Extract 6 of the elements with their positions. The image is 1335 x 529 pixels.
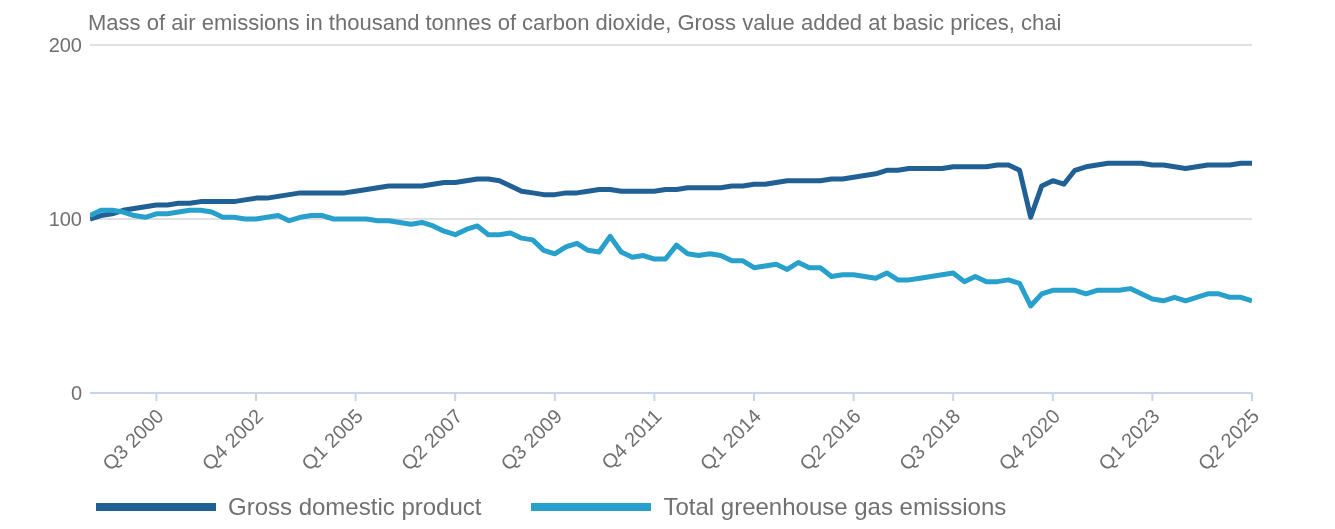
y-tick-label: 200 [48,34,82,57]
y-tick-label: 0 [70,382,82,405]
y-tick-label: 100 [48,208,82,231]
chart-title: Mass of air emissions in thousand tonnes of carbon dioxide, Gross value added at basic prices, chai [88,10,1062,36]
legend-label: Total greenhouse gas emissions [663,493,1007,521]
legend-label: Gross domestic product [228,493,482,521]
